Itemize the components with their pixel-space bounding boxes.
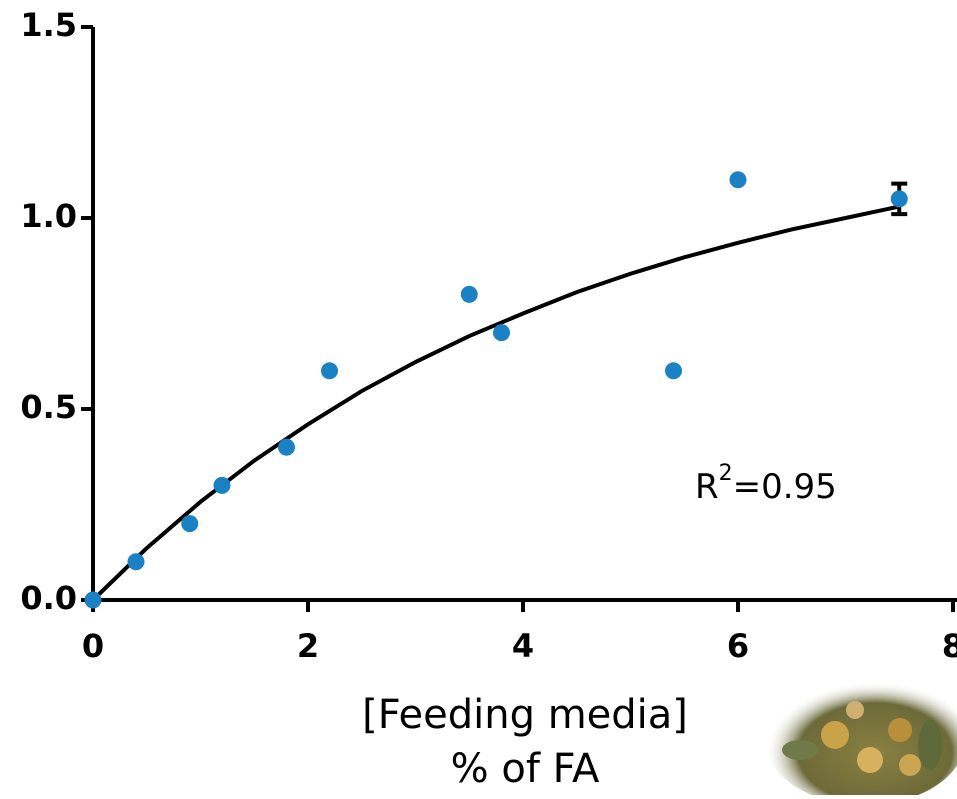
fit-curve [91,204,900,602]
data-point [213,476,231,494]
data-point [729,171,747,189]
x-tick-label: 8 [942,627,957,665]
annotation: R2=0.95 [695,461,837,507]
x-axis-label: % of FA [451,746,600,792]
data-point [278,438,295,456]
data-point [890,190,908,208]
annotation-text: =0.95 [733,467,837,507]
data-point [460,285,478,303]
data-point [84,591,102,609]
annotation-text: R [695,467,719,507]
data-point [665,362,682,380]
x-tick-label: 2 [297,627,319,665]
data-point [127,553,145,571]
x-tick-label: 4 [512,627,534,665]
x-tick-label: 0 [82,627,104,665]
y-tick-label: 0.5 [20,388,77,426]
x-tick-label: 6 [727,627,749,665]
corner-photo [765,675,957,799]
x-axis-label: [Feeding media] [362,692,688,738]
data-point [181,515,199,533]
annotation-superscript: 2 [719,461,733,486]
data-point [493,324,510,342]
y-tick-label: 0.0 [20,579,77,617]
y-tick-label: 1.0 [20,197,77,235]
data-point [321,362,338,380]
y-tick-label: 1.5 [20,6,77,44]
